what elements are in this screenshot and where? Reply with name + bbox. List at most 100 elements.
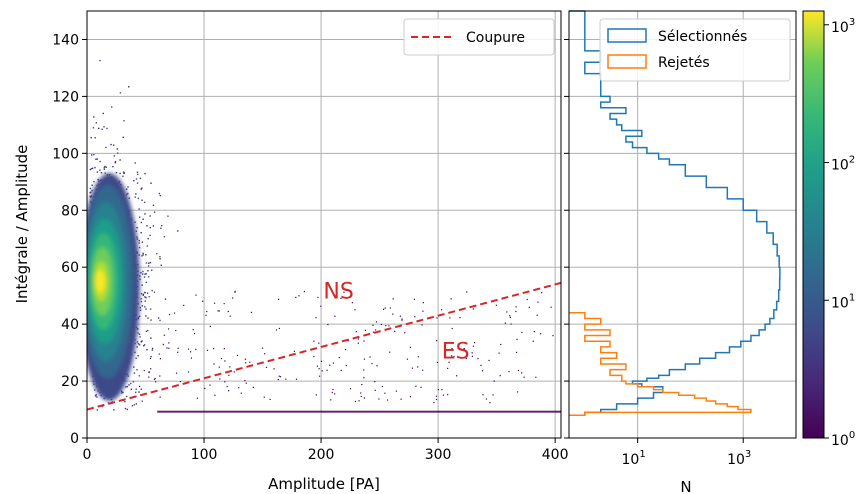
density-point [374,389,376,391]
density-point [493,380,495,382]
density-point [149,308,152,310]
density-point [509,315,511,317]
x-tick-label-300: 300 [425,447,452,463]
density-point [334,393,336,395]
density-point [95,394,97,396]
density-point [234,291,236,293]
density-point [371,362,373,365]
density-point [133,372,136,374]
density-point [142,273,144,275]
density-point [498,352,500,354]
density-point [363,340,365,342]
density-point [153,378,156,380]
density-point [133,366,135,368]
density-point [526,298,528,301]
density-point [435,398,438,401]
density-point [123,120,125,122]
density-point [153,291,156,293]
x-tick-label-400: 400 [542,447,569,463]
density-point [228,390,230,392]
density-point [130,388,133,391]
density-point [91,167,94,169]
density-point [163,334,166,336]
density-point [224,381,226,383]
density-point [90,136,92,139]
density-point [136,238,139,240]
colorbar-tick-exp-3: 3 [849,17,855,28]
density-point [111,106,113,108]
density-point [332,388,334,391]
x-tick-label-100: 100 [191,447,218,463]
y-tick-label-60: 60 [61,260,79,276]
density-point [480,364,482,366]
density-point [463,348,465,350]
legend-swatch-rejetes [607,54,647,69]
density-point [459,316,461,319]
density-point [295,378,298,380]
main-ticks: 0 100 200 300 400 0 20 40 60 80 100 120 140 [52,32,568,463]
density-point [151,289,153,292]
density-point [471,352,473,354]
density-point [354,400,357,403]
density-point [145,308,147,310]
density-point [372,331,375,333]
density-point [159,396,161,398]
density-point [136,227,138,229]
region-label-es: ES [442,339,470,364]
hist-x-tick-exp-3: 3 [745,449,751,460]
density-point [115,171,118,174]
density-point [150,337,152,339]
density-point [473,342,476,344]
density-point [138,385,141,387]
density-point [158,192,161,195]
density-point [156,252,158,255]
density-point [126,385,128,388]
density-point [144,296,146,298]
density-point [508,370,510,373]
density-point [417,366,419,368]
density-point [135,178,138,180]
density-point [146,245,149,247]
density-point [369,356,371,358]
main-legend: Coupure [403,18,555,56]
density-point [126,408,129,411]
density-point [357,342,359,344]
density-point [340,369,342,372]
density-point [278,327,281,330]
density-point [141,340,143,342]
density-point [320,305,322,307]
hist-series-0 [569,10,781,416]
density-point [143,369,145,372]
density-point [134,351,136,354]
hist-x-axis-label: N [680,478,691,494]
hist-series-1 [569,311,752,416]
density-point [358,400,360,402]
density-point [138,242,140,244]
density-point [138,391,140,393]
density-point [142,294,144,296]
density-point [112,144,115,146]
density-point [155,381,157,383]
density-point [550,306,552,308]
density-point [414,316,416,318]
density-point [196,397,198,399]
density-point [378,398,380,400]
density-point [130,382,132,385]
density-point [143,344,146,346]
density-point [145,273,147,275]
density-point [152,225,155,227]
density-point [236,354,239,357]
density-point [442,394,445,396]
density-point [422,302,424,304]
density-point [195,348,197,350]
density-point [101,128,103,131]
density-point [159,258,161,260]
density-point [244,358,247,360]
density-point [234,290,236,292]
density-point [206,349,209,351]
density-point [94,389,96,391]
density-point [127,186,129,188]
density-point [409,346,411,348]
density-point [134,162,136,164]
